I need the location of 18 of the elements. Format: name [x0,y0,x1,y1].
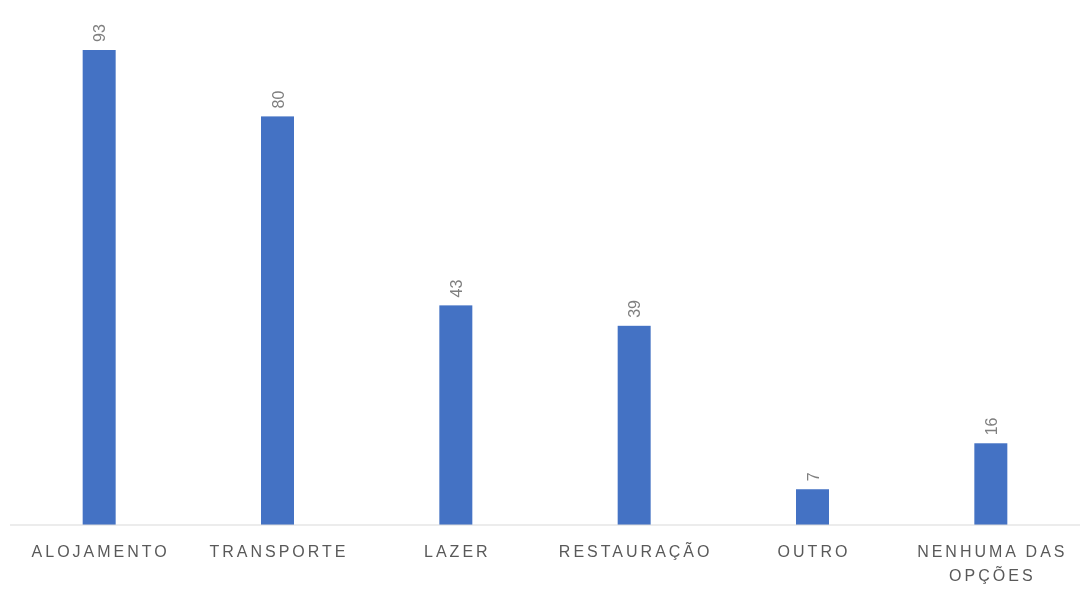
x-tick-label: NENHUMA DAS OPÇÕES [917,543,1068,584]
data-label: 7 [804,472,822,482]
x-tick-label: ALOJAMENTO [31,543,170,560]
x-tick-label: OUTRO [777,543,851,560]
data-label: 16 [982,417,1000,436]
bar [796,489,829,525]
x-tick-label: LAZER [424,543,491,560]
data-label: 80 [269,90,287,109]
x-tick-label: RESTAURAÇÃO [558,541,713,560]
x-tick-label: TRANSPORTE [209,543,349,560]
bar [974,443,1008,525]
data-label: 43 [447,279,465,298]
bar [261,116,294,525]
data-label: 39 [626,299,644,318]
bar [617,325,651,525]
data-label: 93 [91,24,109,42]
bar [439,305,473,525]
bar [82,50,116,525]
